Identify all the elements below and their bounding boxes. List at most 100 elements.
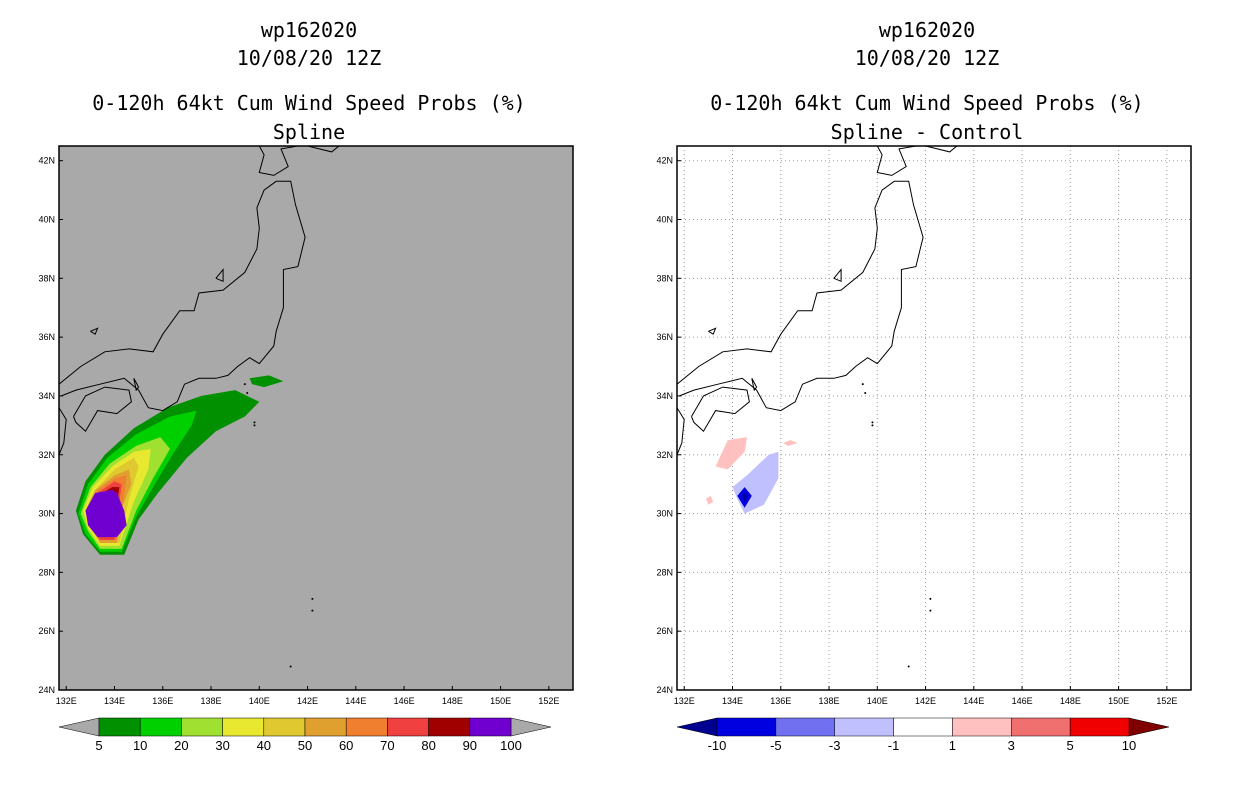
x-tick-label: 136E: [152, 696, 173, 706]
colorbar-swatch: [775, 717, 835, 737]
colorbar-swatch: [345, 717, 388, 737]
x-tick-label: 152E: [538, 696, 559, 706]
colorbar-label: 1: [949, 738, 956, 753]
y-tick-label: 24N: [656, 685, 673, 695]
x-tick-label: 148E: [442, 696, 463, 706]
colorbar-swatch: [304, 717, 347, 737]
x-tick-label: 152E: [1156, 696, 1177, 706]
colorbar-swatch: [222, 717, 265, 737]
title-variant: Spline: [272, 120, 346, 144]
x-tick-label: 138E: [819, 696, 840, 706]
coastline: [215, 268, 224, 283]
y-tick-label: 40N: [656, 215, 673, 225]
colorbar-label: 5: [1067, 738, 1074, 753]
map-background: [677, 146, 1191, 690]
x-tick-label: 138E: [201, 696, 222, 706]
x-tick-label: 150E: [490, 696, 511, 706]
colorbar-swatch: [1069, 717, 1130, 737]
colorbar-label: 30: [215, 738, 229, 753]
colorbar-label: -1: [888, 738, 900, 753]
y-tick-label: 42N: [656, 156, 673, 166]
colorbar-swatch: [952, 717, 1012, 737]
y-tick-label: 30N: [38, 509, 55, 519]
colorbar-label: 10: [133, 738, 147, 753]
x-tick-label: 134E: [722, 696, 743, 706]
colorbar-end-low: [676, 717, 718, 737]
coastline: [751, 378, 758, 392]
coastline: [59, 407, 67, 455]
x-tick-label: 140E: [867, 696, 888, 706]
colorbar: -10 -5 -3 -1 1 3 5 10: [676, 717, 1170, 753]
contour-level-1: [706, 495, 714, 505]
colorbar-end-high: [1128, 717, 1170, 737]
coastline: [876, 146, 916, 176]
colorbar-swatch: [469, 717, 512, 737]
x-tick-label: 144E: [963, 696, 984, 706]
coastline: [677, 180, 924, 412]
colorbar-swatch: [893, 717, 953, 737]
island-dot: [907, 665, 910, 668]
x-tick-label: 142E: [915, 696, 936, 706]
island-dot: [929, 609, 932, 612]
x-tick-label: 148E: [1060, 696, 1081, 706]
colorbar-label: 10: [1122, 738, 1136, 753]
coastline: [90, 327, 99, 335]
title-product: 0-120h 64kt Cum Wind Speed Probs (%): [710, 91, 1144, 115]
right-panel: wp162020 10/08/20 12Z 0-120h 64kt Cum Wi…: [618, 0, 1236, 800]
colorbar-label: 60: [339, 738, 353, 753]
y-tick-label: 38N: [656, 273, 673, 283]
contour-level-1: [783, 440, 798, 446]
island-dot: [311, 597, 314, 600]
colorbar-label: 100: [500, 738, 522, 753]
map-background: [59, 146, 573, 690]
title-storm-id: wp162020: [260, 18, 358, 42]
colorbar-swatch: [263, 717, 306, 737]
colorbar-label: 50: [298, 738, 312, 753]
colorbar-swatch: [181, 717, 223, 737]
coastline: [677, 407, 685, 455]
island-dot: [929, 597, 932, 600]
colorbar: 5 10 20 30 40 50 60 70 80 90 100: [58, 717, 552, 753]
map-content: [677, 146, 1191, 690]
y-tick-label: 26N: [656, 626, 673, 636]
y-tick-label: 28N: [656, 567, 673, 577]
x-tick-label: 136E: [770, 696, 791, 706]
y-tick-label: 36N: [656, 332, 673, 342]
contour-level-neg10: [742, 493, 747, 502]
title-product: 0-120h 64kt Cum Wind Speed Probs (%): [92, 91, 526, 115]
x-tick-label: 150E: [1108, 696, 1129, 706]
coastline: [59, 180, 306, 412]
colorbar-label: 80: [421, 738, 435, 753]
colorbar-end-low: [58, 717, 100, 737]
island-dot: [246, 392, 249, 395]
y-tick-label: 32N: [656, 450, 673, 460]
y-tick-label: 32N: [38, 450, 55, 460]
colorbar-swatch: [387, 717, 429, 737]
y-tick-label: 34N: [656, 391, 673, 401]
y-tick-label: 40N: [38, 215, 55, 225]
colorbar-swatch: [716, 717, 777, 737]
coastline: [258, 146, 298, 176]
island-dot: [864, 392, 867, 395]
title-variant: Spline - Control: [830, 120, 1024, 144]
x-tick-label: 144E: [345, 696, 366, 706]
colorbar-label: 5: [95, 738, 102, 753]
colorbar-label: 20: [174, 738, 188, 753]
colorbar-end-high: [510, 717, 552, 737]
colorbar-swatch: [98, 717, 141, 737]
map-frame: [676, 145, 1192, 691]
contour-level-1: [715, 437, 747, 470]
colorbar-swatch: [428, 717, 471, 737]
coastline: [708, 327, 717, 335]
y-tick-label: 26N: [38, 626, 55, 636]
island-dot: [311, 609, 314, 612]
island-dot: [871, 421, 874, 424]
title-date: 10/08/20 12Z: [854, 46, 1000, 70]
coastline: [925, 146, 958, 153]
map-spline-minus-control: 132E 134E 136E 138E 140E 142E 144E 146E 148E 150E…: [656, 145, 1192, 753]
y-tick-label: 28N: [38, 567, 55, 577]
map-spline: 132E 134E 136E 138E 140E 142E 144E 146E 148E 150E…: [38, 145, 574, 753]
x-tick-label: 146E: [394, 696, 415, 706]
colorbar-label: 90: [463, 738, 477, 753]
colorbar-label: -3: [829, 738, 841, 753]
